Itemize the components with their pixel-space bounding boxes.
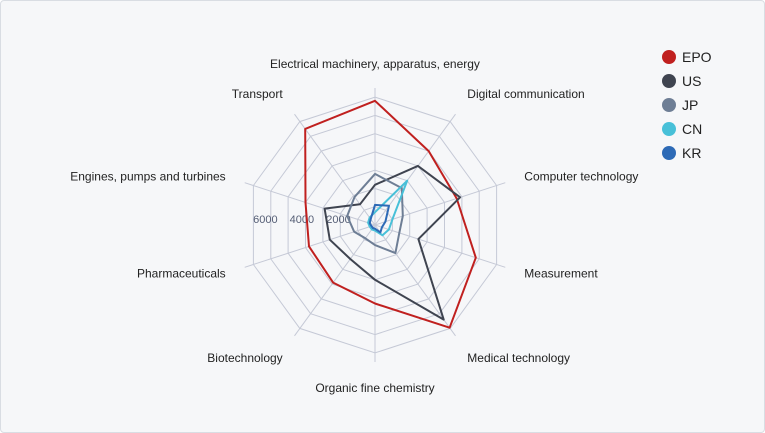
- category-label: Computer technology: [524, 170, 638, 184]
- legend-label: JP: [682, 97, 698, 113]
- category-label: Digital communication: [467, 87, 584, 101]
- legend-label: EPO: [682, 49, 712, 65]
- legend-item-kr[interactable]: KR: [662, 145, 701, 161]
- category-label: Engines, pumps and turbines: [70, 170, 225, 184]
- radial-tick-label: 4000: [290, 214, 314, 226]
- legend[interactable]: EPO US JP CN KR: [662, 49, 712, 161]
- legend-item-cn[interactable]: CN: [662, 121, 702, 137]
- category-label: Organic fine chemistry: [315, 381, 434, 395]
- category-label: Biotechnology: [207, 351, 282, 365]
- category-labels: Electrical machinery, apparatus, energy D…: [70, 57, 638, 395]
- axis-spoke: [295, 225, 376, 336]
- legend-swatch: [662, 122, 676, 136]
- axis-spoke: [375, 114, 456, 225]
- legend-item-epo[interactable]: EPO: [662, 49, 712, 65]
- legend-label: US: [682, 73, 701, 89]
- legend-swatch: [662, 146, 676, 160]
- legend-label: CN: [682, 121, 702, 137]
- legend-swatch: [662, 74, 676, 88]
- category-label: Pharmaceuticals: [137, 267, 226, 281]
- category-label: Electrical machinery, apparatus, energy: [270, 57, 480, 71]
- category-label: Measurement: [524, 267, 598, 281]
- category-label: Transport: [232, 87, 284, 101]
- legend-swatch: [662, 98, 676, 112]
- legend-label: KR: [682, 145, 701, 161]
- radial-ticks: 200040006000: [253, 214, 351, 226]
- radial-tick-label: 6000: [253, 214, 277, 226]
- category-label: Medical technology: [467, 351, 570, 365]
- legend-item-jp[interactable]: JP: [662, 97, 698, 113]
- legend-item-us[interactable]: US: [662, 73, 701, 89]
- legend-swatch: [662, 50, 676, 64]
- axis-spoke: [375, 225, 505, 267]
